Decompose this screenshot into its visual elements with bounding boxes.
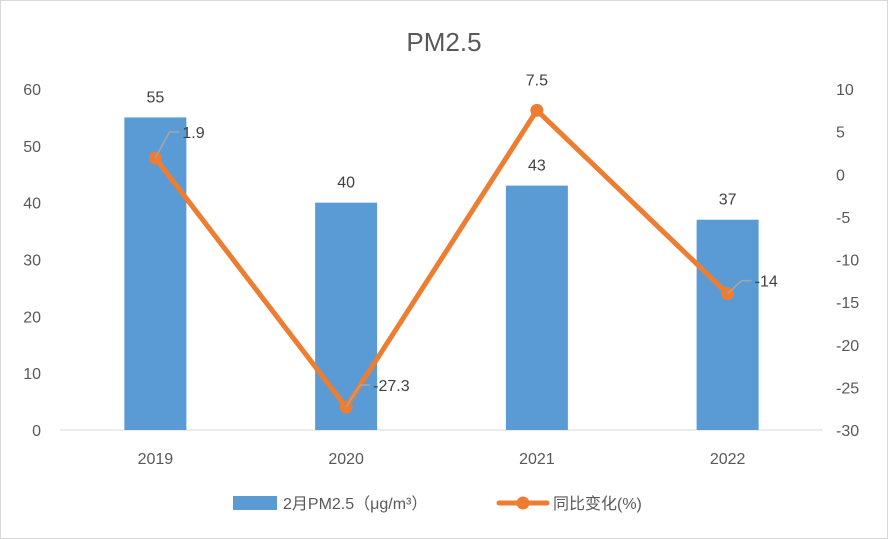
right-tick-label: 0 bbox=[836, 167, 845, 184]
right-tick-label: -30 bbox=[836, 423, 859, 440]
left-tick-label: 0 bbox=[32, 423, 41, 440]
label-leader-line bbox=[154, 131, 180, 159]
line-data-label: -27.3 bbox=[373, 378, 410, 395]
right-axis: -30 -25 -20 -15 -10 -5 0 5 10 bbox=[836, 82, 859, 440]
legend-swatch-bar bbox=[233, 496, 277, 510]
bar bbox=[505, 185, 568, 430]
left-tick-label: 10 bbox=[23, 366, 41, 383]
bar bbox=[124, 117, 187, 431]
left-tick-label: 30 bbox=[23, 253, 41, 270]
x-tick-label: 2019 bbox=[138, 451, 174, 468]
left-tick-label: 40 bbox=[23, 196, 41, 213]
line-series bbox=[148, 103, 735, 414]
line-data-labels: 1.9 -27.3 7.5 -14 bbox=[154, 72, 778, 408]
left-tick-label: 60 bbox=[23, 82, 41, 99]
bar-data-labels: 55 40 43 37 bbox=[146, 89, 736, 208]
left-axis: 0 10 20 30 40 50 60 bbox=[23, 82, 41, 440]
left-tick-label: 50 bbox=[23, 139, 41, 156]
x-tick-label: 2022 bbox=[710, 451, 746, 468]
legend-label-line: 同比变化(%) bbox=[553, 495, 642, 513]
right-tick-label: 5 bbox=[836, 125, 845, 142]
label-leader-line bbox=[727, 279, 752, 295]
line-point bbox=[530, 103, 544, 117]
left-tick-label: 20 bbox=[23, 309, 41, 326]
bar-data-label: 43 bbox=[528, 158, 546, 175]
bar bbox=[696, 219, 759, 430]
x-axis: 2019 2020 2021 2022 bbox=[138, 451, 746, 468]
bar-data-label: 40 bbox=[337, 175, 355, 192]
bar-data-label: 55 bbox=[146, 89, 164, 106]
chart-title: PM2.5 bbox=[406, 27, 481, 57]
bar-data-label: 37 bbox=[719, 192, 737, 209]
right-tick-label: 10 bbox=[836, 82, 854, 99]
line-data-label: -14 bbox=[755, 274, 778, 291]
series-line bbox=[152, 107, 731, 410]
legend-label-bar: 2月PM2.5（μg/m³） bbox=[283, 495, 427, 513]
right-tick-label: -25 bbox=[836, 380, 859, 397]
x-tick-label: 2021 bbox=[519, 451, 555, 468]
line-data-label: 1.9 bbox=[182, 125, 204, 142]
legend: 2月PM2.5（μg/m³） 同比变化(%) bbox=[233, 495, 642, 513]
legend-swatch-marker bbox=[516, 496, 530, 510]
right-tick-label: -5 bbox=[836, 210, 850, 227]
right-tick-label: -20 bbox=[836, 338, 859, 355]
right-tick-label: -10 bbox=[836, 253, 859, 270]
right-tick-label: -15 bbox=[836, 295, 859, 312]
bar bbox=[315, 202, 378, 430]
x-tick-label: 2020 bbox=[328, 451, 364, 468]
label-leader-line bbox=[345, 384, 371, 408]
line-data-label: 7.5 bbox=[526, 72, 548, 89]
bar-series bbox=[124, 117, 759, 431]
